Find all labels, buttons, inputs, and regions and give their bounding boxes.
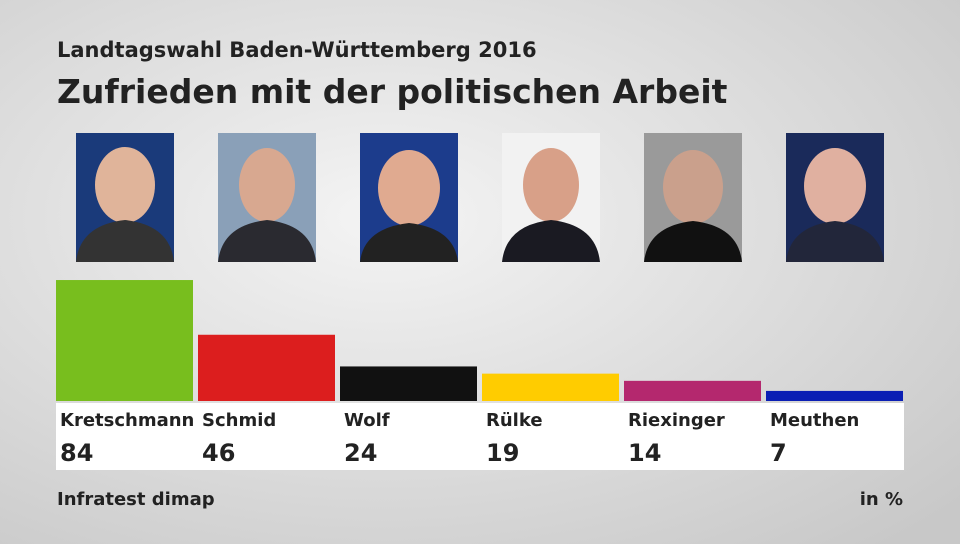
value-label: 7 xyxy=(770,439,787,467)
photo xyxy=(360,133,458,262)
category-label: Rülke xyxy=(486,410,543,431)
bar xyxy=(56,280,193,401)
category-label: Meuthen xyxy=(770,410,859,431)
photo xyxy=(786,133,884,262)
value-label: 19 xyxy=(486,439,519,467)
category-label: Riexinger xyxy=(628,410,725,431)
category-label: Schmid xyxy=(202,410,276,431)
source: Infratest dimap xyxy=(57,489,215,510)
value-label: 84 xyxy=(60,439,93,467)
chart-subtitle: Landtagswahl Baden-Württemberg 2016 xyxy=(57,38,537,62)
value-label: 14 xyxy=(628,439,661,467)
unit: in % xyxy=(860,489,903,510)
photo xyxy=(76,133,174,262)
bar xyxy=(482,373,619,401)
photo xyxy=(644,133,742,262)
bar xyxy=(624,380,761,401)
value-label: 24 xyxy=(344,439,377,467)
category-label: Wolf xyxy=(344,410,390,431)
photo xyxy=(502,133,600,262)
photo xyxy=(218,133,316,262)
value-label: 46 xyxy=(202,439,235,467)
label-panel xyxy=(56,403,904,470)
bar xyxy=(766,390,903,401)
category-label: Kretschmann xyxy=(60,410,194,431)
chart-title: Zufrieden mit der politischen Arbeit xyxy=(57,72,728,111)
photos xyxy=(76,133,884,262)
bar xyxy=(198,334,335,401)
bar xyxy=(340,366,477,401)
